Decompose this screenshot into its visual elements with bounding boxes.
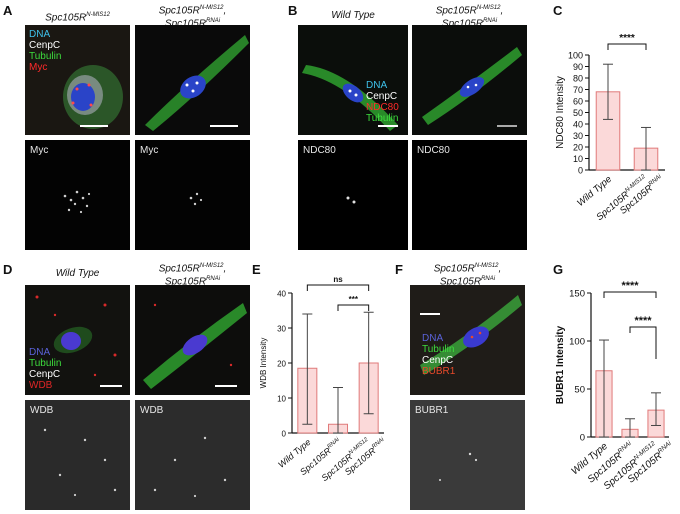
significance-label: *** [349,295,359,304]
legend-f-tubulin: Tubulin [422,344,455,355]
y-tick-label: 0 [282,430,287,439]
y-axis-label: BUBR1 Intensity [555,325,566,404]
micrograph-a-merge-right [135,25,250,135]
significance-bracket [603,291,657,298]
y-tick-label: 20 [277,360,286,369]
scale-bar [497,125,517,127]
significance-label: ns [333,275,343,284]
legend-f-bubr1: BUBR1 [422,366,456,377]
y-tick-label: 40 [573,120,583,130]
significance-bracket [629,326,657,359]
significance-label: **** [619,33,635,44]
panel-letter-d: D [3,262,13,277]
micrograph-a-myc-left: Myc [25,140,130,250]
panel-letter-e: E [252,262,261,277]
significance-label: **** [634,315,652,327]
header-f: Spc105RN-MIS12, Spc105RRNAi [433,263,502,288]
legend-a-myc: Myc [29,62,48,73]
y-tick-label: 0 [578,166,583,176]
micrograph-a-merge-left: DNA CenpC Tubulin Myc [25,25,130,135]
y-axis-label: WDB Intensity [259,338,268,389]
channel-label-f: BUBR1 [415,405,449,416]
y-tick-label: 100 [568,51,583,61]
channel-label-b-right: NDC80 [417,145,450,156]
scale-bar [210,125,238,127]
y-tick-label: 20 [573,143,583,153]
scale-bar [215,385,237,387]
legend-a-cenpc: CenpC [29,40,61,51]
micrograph-b-ndc80-right: NDC80 [412,140,527,250]
legend-d-tubulin: Tubulin [29,358,62,369]
legend-f-dna: DNA [422,333,444,344]
micrograph-b-merge-left: DNA CenpC NDC80 Tubulin [298,25,408,135]
header-b-right: Spc105RN-MIS12, Spc105RRNAi [435,5,504,30]
micrograph-a-myc-right: Myc [135,140,250,250]
micrograph-f-bubr1: BUBR1 [410,400,525,510]
header-b-left: Wild Type [331,10,375,21]
header-d-right: Spc105RN-MIS12, Spc105RRNAi [158,263,227,288]
micrograph-b-merge-right [412,25,527,135]
y-tick-label: 50 [574,385,585,396]
significance-bracket [306,284,370,291]
channel-label-d-left: WDB [30,405,54,416]
legend-d-cenpc: CenpC [29,369,61,380]
y-tick-label: 80 [573,74,583,84]
y-tick-label: 10 [277,395,286,404]
y-tick-label: 10 [573,154,583,164]
channel-label-a-right: Myc [140,145,159,156]
panel-letter-f: F [395,262,403,277]
y-tick-label: 60 [573,97,583,107]
header-d-left: Wild Type [55,268,100,279]
micrograph-d-merge-right [135,285,250,395]
panel-letter-b: B [288,3,298,18]
header-a-left: Spc105RN-MIS12 [45,12,110,24]
legend-d-dna: DNA [29,347,51,358]
y-tick-label: 40 [277,290,286,299]
y-tick-label: 150 [569,289,585,300]
micrograph-f-merge: DNA Tubulin CenpC BUBR1 [410,285,525,395]
significance-bracket [607,43,647,50]
channel-label-d-right: WDB [140,405,164,416]
scale-bar [100,385,122,387]
micrograph-d-wdb-right: WDB [135,400,250,510]
y-tick-label: 90 [573,62,583,72]
panel-letter-a: A [3,3,13,18]
significance-bracket [337,304,370,311]
legend-a-tubulin: Tubulin [29,51,62,62]
micrograph-d-merge-left: DNA Tubulin CenpC WDB [25,285,130,395]
y-axis-label: NDC80 Intensity [555,76,566,149]
legend-d-wdb: WDB [29,380,53,391]
legend-b-ndc80: NDC80 [366,102,399,113]
y-tick-label: 0 [580,433,585,444]
legend-a: DNA CenpC Tubulin Myc [29,29,61,73]
scale-bar [420,313,440,315]
y-tick-label: 30 [277,325,286,334]
y-tick-label: 50 [573,108,583,118]
legend-b-cenpc: CenpC [366,91,398,102]
y-tick-label: 100 [569,337,585,348]
micrograph-d-wdb-left: WDB [25,400,130,510]
y-tick-label: 70 [573,85,583,95]
legend-a-dna: DNA [29,29,51,40]
legend-f: DNA Tubulin CenpC BUBR1 [422,333,455,377]
legend-b: DNA CenpC NDC80 Tubulin [366,80,399,124]
scale-bar [378,125,398,127]
significance-label: **** [621,280,639,292]
legend-f-cenpc: CenpC [422,355,454,366]
micrograph-b-ndc80-left: NDC80 [298,140,408,250]
legend-b-tubulin: Tubulin [366,113,399,124]
legend-d: DNA Tubulin CenpC WDB [29,347,61,391]
channel-label-a-left: Myc [30,145,49,156]
scale-bar [80,125,108,127]
panel-letter-g: G [553,262,564,277]
channel-label-b-left: NDC80 [303,145,336,156]
y-tick-label: 30 [573,131,583,141]
header-a-right: Spc105RN-MIS12, Spc105RRNAi [158,5,227,30]
legend-b-dna: DNA [366,80,388,91]
panel-letter-c: C [553,3,563,18]
